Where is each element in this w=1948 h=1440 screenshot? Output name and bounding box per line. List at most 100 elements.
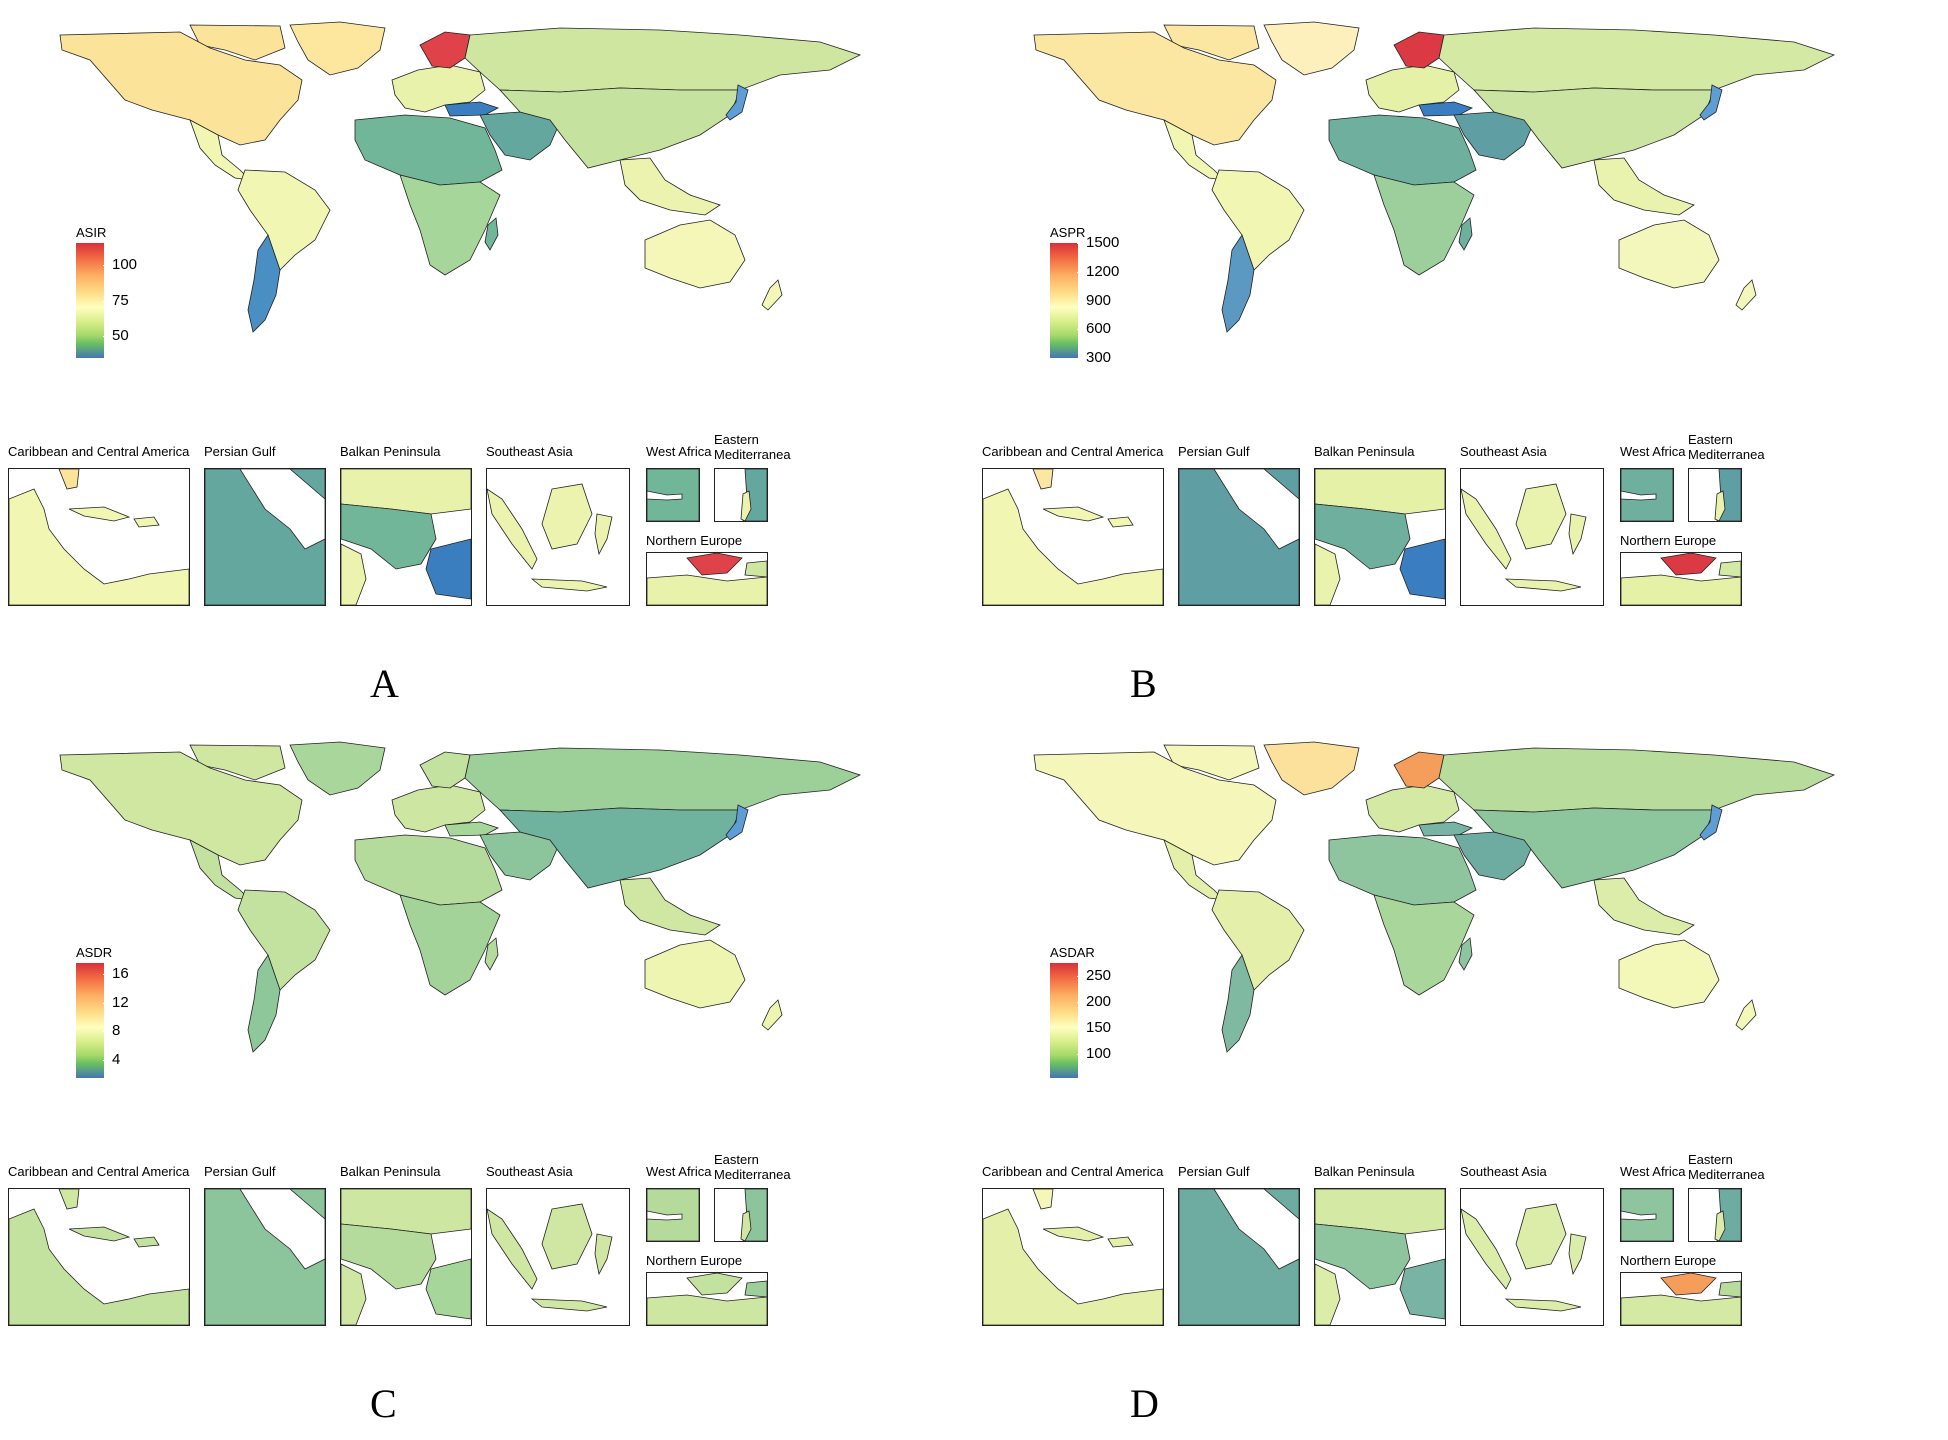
inset-n-europe-map	[646, 1272, 768, 1326]
region-russia	[1438, 747, 1836, 813]
caribbean-florida	[58, 469, 80, 490]
region-turkey	[1418, 101, 1474, 117]
inset-label-balkan: Balkan Peninsula	[1314, 444, 1415, 459]
legend-tick-label: 12	[103, 993, 129, 1011]
region-scandinavia	[1393, 31, 1445, 69]
inset-west-africa-map	[1620, 1188, 1674, 1242]
se-asia-borneo	[1515, 1203, 1567, 1270]
se-asia-borneo	[541, 1203, 593, 1270]
west-africa-gambia	[1621, 490, 1657, 501]
region-japan	[725, 804, 749, 841]
inset-east-med-map	[714, 468, 768, 522]
legend-tick-label: 75	[103, 291, 129, 309]
inset-label-balkan: Balkan Peninsula	[340, 1164, 441, 1179]
inset-west-africa-map	[1620, 468, 1674, 522]
inset-label-west-africa: West Africa	[646, 444, 712, 459]
caribbean-florida	[1032, 1189, 1054, 1210]
se-asia-sulawesi	[594, 1233, 613, 1276]
inset-label-n-europe: Northern Europe	[646, 533, 743, 548]
caribbean-central-america	[983, 1208, 1163, 1325]
inset-label-se-asia: Southeast Asia	[1460, 1164, 1547, 1179]
n-europe-scandinavia	[1660, 553, 1717, 576]
legend-color-bar	[1050, 963, 1078, 1078]
se-asia-sumatra	[487, 1208, 538, 1290]
inset-east-med-map	[1688, 1188, 1742, 1242]
inset-label-se-asia: Southeast Asia	[486, 444, 573, 459]
region-africa-north	[354, 114, 503, 186]
inset-west-africa-map	[646, 468, 700, 522]
inset-label-east-med: Eastern Mediterranea	[714, 432, 791, 462]
legend-title: ASIR	[76, 225, 107, 240]
se-asia-java	[1504, 578, 1582, 592]
inset-balkan-map	[340, 468, 472, 606]
gulf-water	[1213, 469, 1299, 550]
world-choropleth-map	[40, 20, 960, 360]
map-panel-d: ASDAR 250 200 150 100 Caribbean and Central…	[974, 720, 1948, 1440]
color-legend: ASDAR 250 200 150 100	[1032, 945, 1152, 1095]
legend-title: ASPR	[1050, 225, 1086, 240]
region-south-america	[1211, 169, 1305, 271]
inset-caribbean-map	[8, 1188, 190, 1326]
regional-insets: Caribbean and Central America Persian Gu…	[974, 432, 1948, 660]
legend-color-bar	[76, 243, 104, 358]
caribbean-florida	[1032, 469, 1054, 490]
inset-persian-gulf-map	[204, 1188, 326, 1326]
region-africa-south	[399, 174, 501, 276]
region-africa-south	[1373, 894, 1475, 996]
caribbean-cuba	[1042, 506, 1105, 522]
region-asia	[1473, 807, 1715, 889]
region-africa-north	[1328, 114, 1477, 186]
se-asia-borneo	[541, 483, 593, 550]
inset-caribbean-map	[982, 468, 1164, 606]
panel-letter: C	[370, 1381, 397, 1426]
inset-label-caribbean: Caribbean and Central America	[982, 1164, 1164, 1179]
legend-tick-label: 100	[102, 255, 138, 273]
legend-tick-label: 1200	[1076, 262, 1120, 280]
balkan-central	[1315, 1223, 1411, 1290]
region-australia	[644, 219, 746, 289]
balkan-turkey	[425, 538, 471, 600]
inset-se-asia-map	[1460, 468, 1604, 606]
region-greenland	[1263, 21, 1360, 76]
inset-label-east-med: Eastern Mediterranea	[1688, 1152, 1765, 1182]
caribbean-hispaniola	[1107, 1236, 1134, 1248]
inset-balkan-map	[1314, 468, 1446, 606]
panel-letter: A	[370, 661, 399, 706]
legend-tick-label: 250	[1076, 967, 1112, 985]
region-russia	[464, 747, 862, 813]
region-turkey	[444, 821, 500, 837]
region-argentina	[1221, 954, 1255, 1053]
caribbean-central-america	[9, 1208, 189, 1325]
region-argentina	[1221, 234, 1255, 333]
inset-n-europe-map	[646, 552, 768, 606]
color-legend: ASIR 100 75 50	[58, 225, 178, 375]
balkan-central	[341, 1223, 437, 1290]
region-south-america	[1211, 889, 1305, 991]
region-australia	[644, 939, 746, 1009]
se-asia-sumatra	[1461, 1208, 1512, 1290]
balkan-turkey	[425, 1258, 471, 1320]
region-scandinavia	[1393, 751, 1445, 789]
caribbean-hispaniola	[133, 516, 160, 528]
map-panel-a: ASIR 100 75 50 Caribbean and Central Ameri…	[0, 0, 974, 720]
inset-east-med-map	[1688, 468, 1742, 522]
region-madagascar	[1458, 217, 1473, 251]
region-australia	[1618, 939, 1720, 1009]
legend-tick-label: 300	[1076, 349, 1112, 366]
inset-n-europe-map	[1620, 552, 1742, 606]
panel-letter: D	[1130, 1381, 1159, 1426]
legend-title: ASDR	[76, 945, 113, 960]
region-scandinavia	[419, 31, 471, 69]
region-new-zealand	[1735, 279, 1757, 311]
world-choropleth-map	[1014, 740, 1934, 1080]
inset-balkan-map	[1314, 1188, 1446, 1326]
n-europe-scandinavia	[686, 553, 743, 576]
east-med-israel	[740, 1210, 752, 1241]
legend-color-bar	[1050, 243, 1078, 358]
legend-tick-label: 100	[1076, 1045, 1112, 1063]
balkan-central	[1315, 503, 1411, 570]
n-europe-baltic-states	[1718, 1280, 1741, 1298]
inset-label-caribbean: Caribbean and Central America	[8, 444, 190, 459]
inset-label-west-africa: West Africa	[1620, 1164, 1686, 1179]
inset-label-n-europe: Northern Europe	[1620, 1253, 1717, 1268]
